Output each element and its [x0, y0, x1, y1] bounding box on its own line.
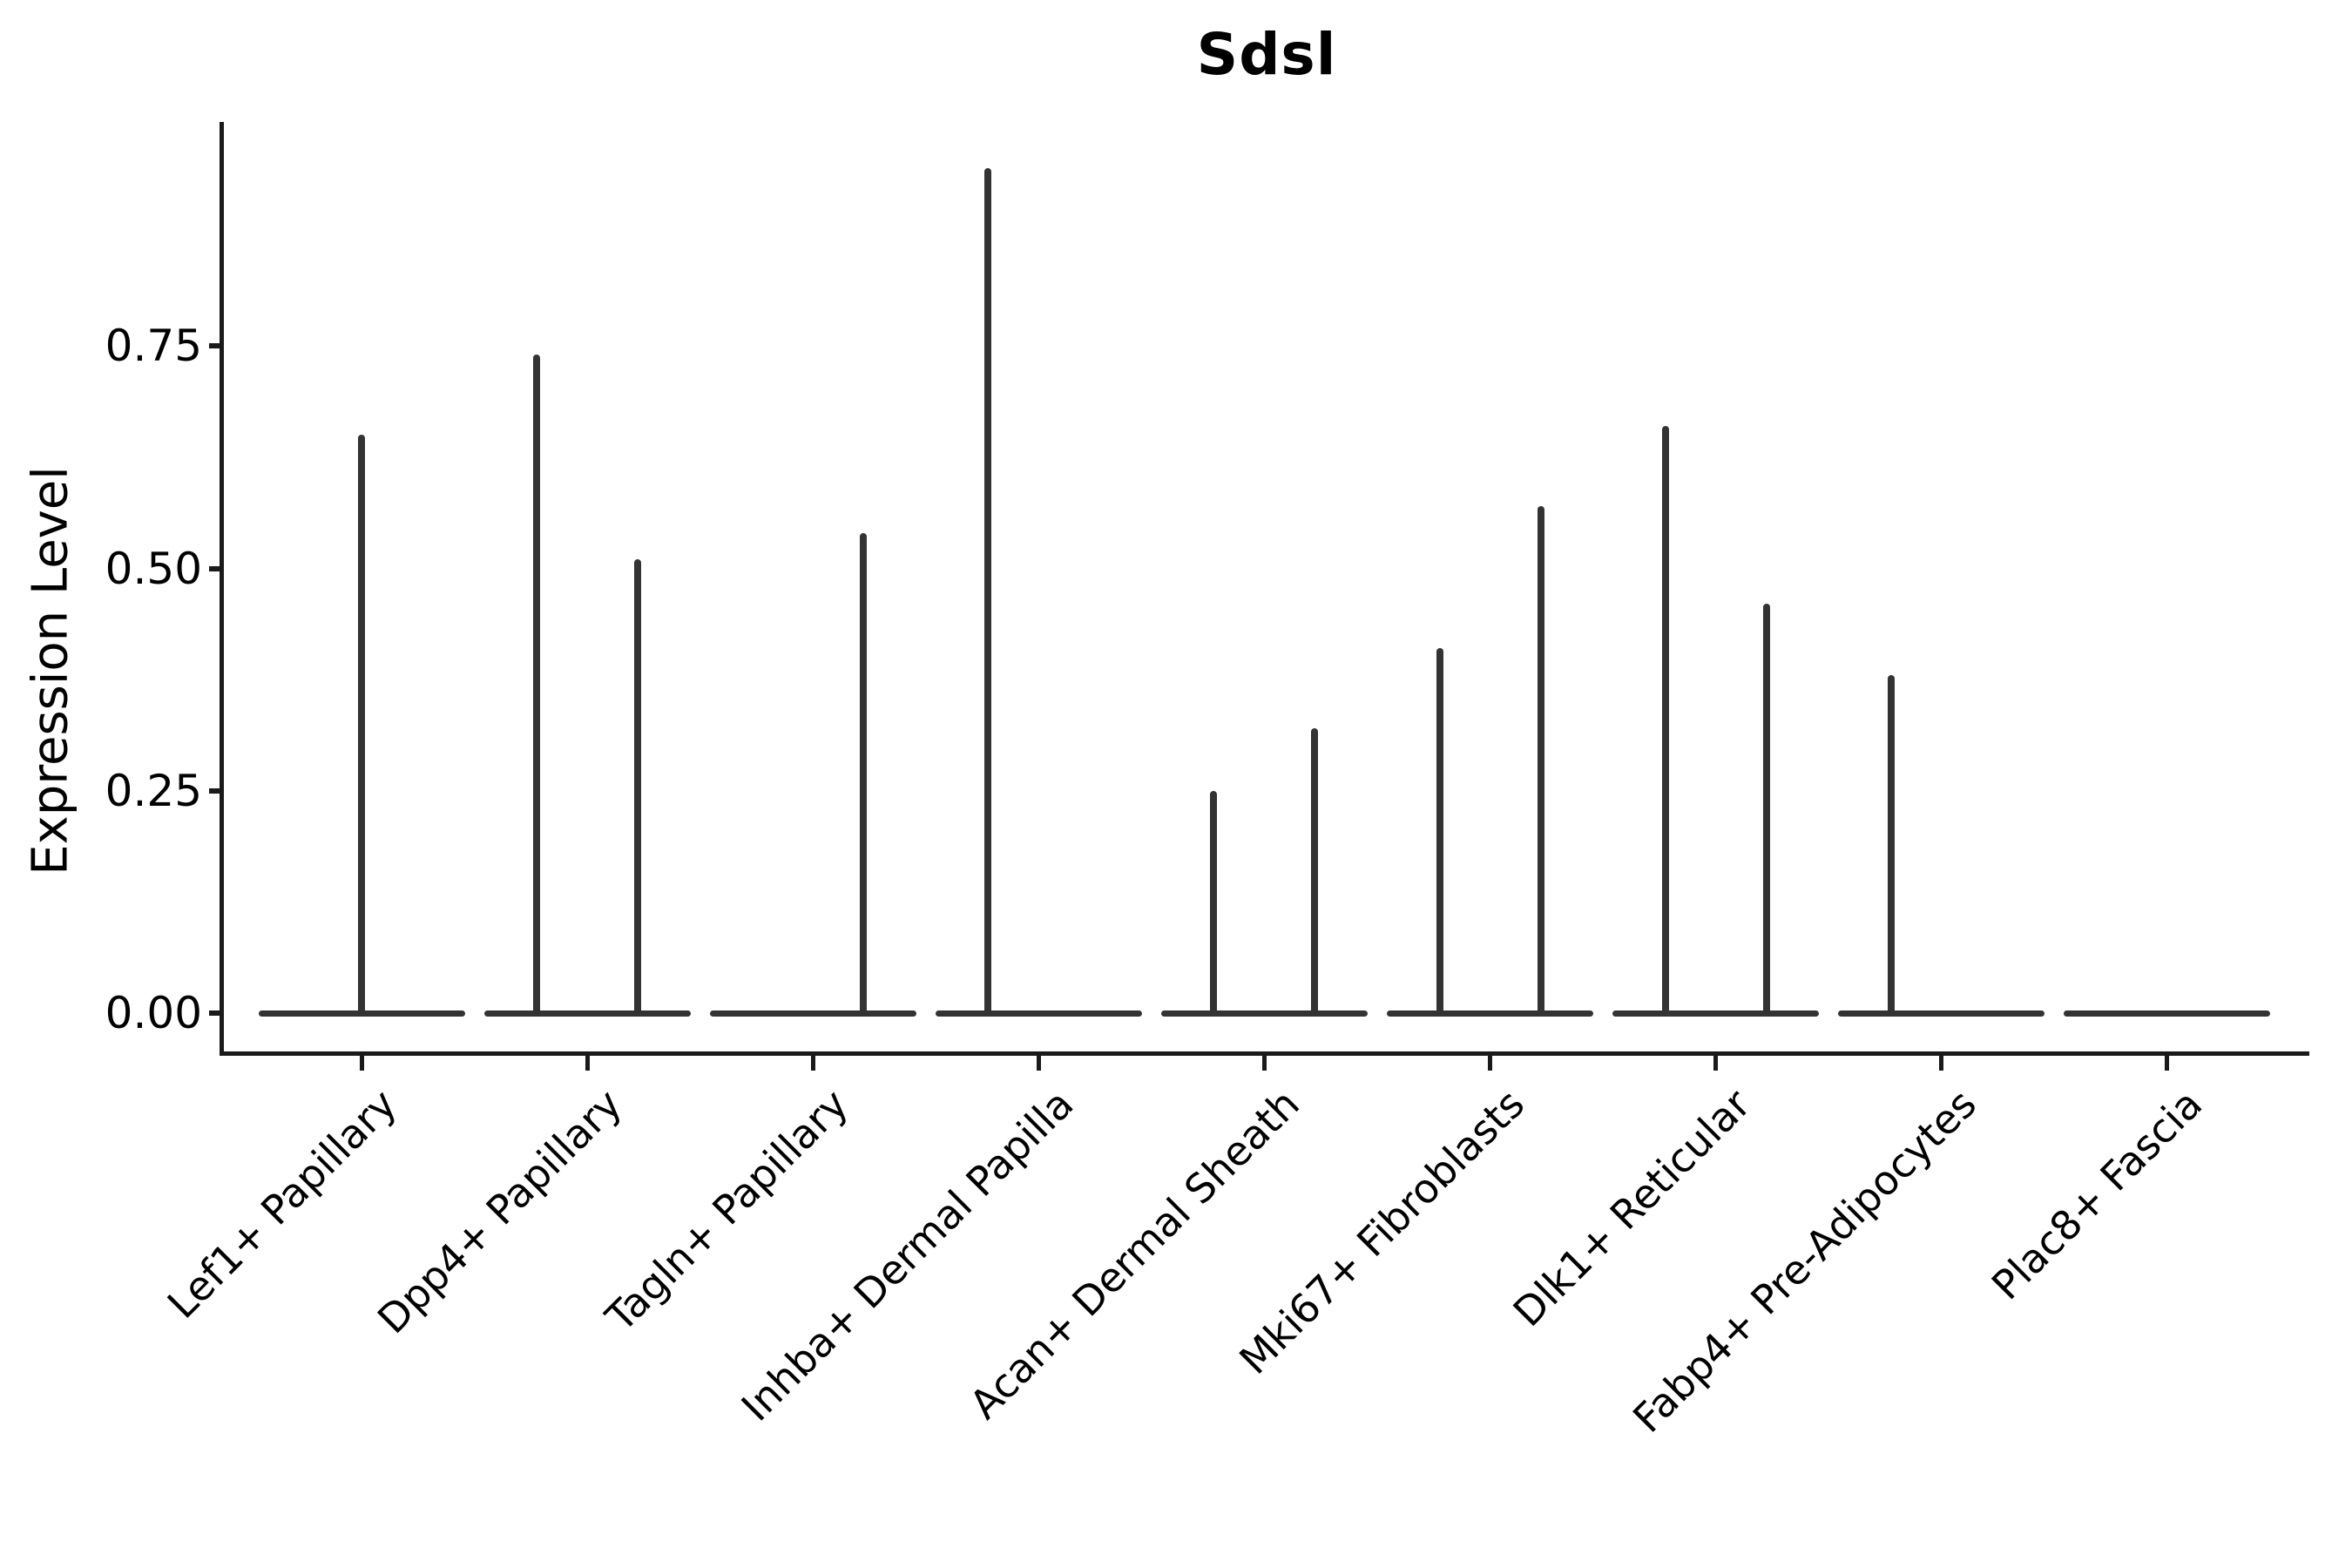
violin-spike [1661, 426, 1669, 1017]
violin-spike [634, 559, 642, 1017]
violin-spike [860, 532, 868, 1017]
violin-spike [984, 168, 992, 1017]
violin-baseline [1160, 1010, 1368, 1017]
violin-baseline [2064, 1010, 2271, 1017]
y-tick-mark [209, 343, 221, 349]
y-tick-mark [209, 787, 221, 794]
x-tick-mark [2165, 1056, 2170, 1071]
violin-spike [1887, 675, 1895, 1017]
violin-baseline [1612, 1010, 1820, 1017]
y-axis-label: Expression Level [22, 466, 79, 875]
x-axis-line [220, 1051, 2309, 1056]
violin-baseline [1838, 1010, 2045, 1017]
y-tick-label: 0.00 [105, 988, 202, 1038]
y-tick-mark [209, 1010, 221, 1016]
violin-spike [1210, 790, 1218, 1017]
y-tick-label: 0.25 [105, 765, 202, 816]
violin-spike [1311, 728, 1319, 1017]
violin-baseline [935, 1010, 1142, 1017]
x-tick-mark [1939, 1056, 1944, 1071]
violin-baseline [1387, 1010, 1593, 1017]
violin-spike [1762, 604, 1770, 1017]
violin-spike [1537, 506, 1544, 1017]
y-axis-line [220, 122, 224, 1056]
x-tick-mark [585, 1056, 590, 1071]
x-tick-mark [1488, 1056, 1492, 1071]
x-tick-mark [1036, 1056, 1041, 1071]
x-tick-label: Dlk1+ Reticular [1504, 1080, 1760, 1336]
x-tick-mark [810, 1056, 815, 1071]
x-tick-label: Plac8+ Fascia [1982, 1080, 2211, 1309]
x-tick-label: Lef1+ Papillary [158, 1080, 406, 1328]
violin-spike [358, 435, 365, 1017]
y-tick-label: 0.50 [105, 543, 202, 594]
violin-baseline [709, 1010, 916, 1017]
violin-baseline [483, 1010, 691, 1017]
x-tick-label: Tagln+ Papillary [596, 1080, 857, 1341]
x-tick-label: Dpp4+ Papillary [368, 1080, 632, 1343]
violin-spike [533, 355, 541, 1017]
x-tick-mark [359, 1056, 364, 1071]
y-tick-mark [209, 565, 221, 571]
x-tick-mark [1261, 1056, 1267, 1071]
violin-spike [1436, 648, 1443, 1017]
chart-title: Sdsl [1196, 21, 1337, 88]
x-tick-mark [1713, 1056, 1719, 1071]
y-tick-label: 0.75 [105, 321, 202, 372]
